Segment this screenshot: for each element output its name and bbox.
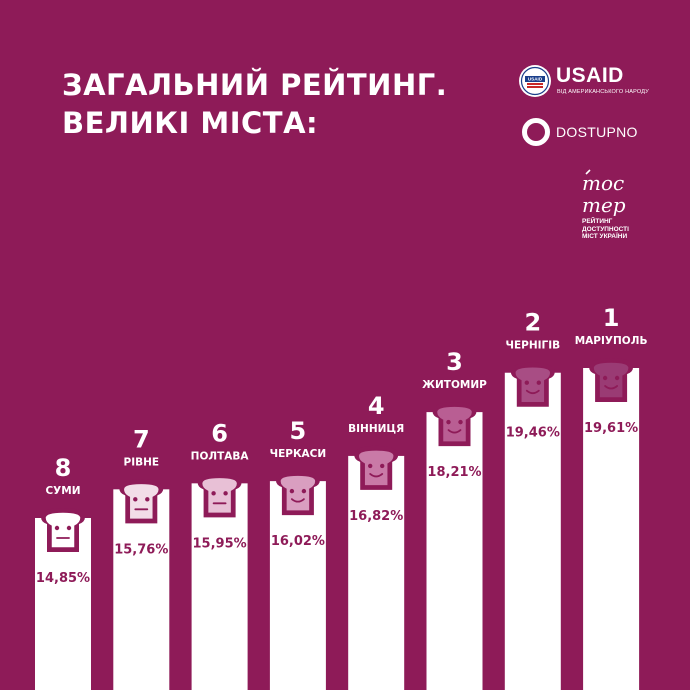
rank-label: 1 [603,304,620,332]
bar [504,372,561,690]
bar-group-8: 14,85% СУМИ 8 [35,454,91,690]
face-fill [200,476,239,515]
bar-group-6: 15,95% ПОЛТАВА 6 [191,419,250,690]
smiling-face-icon [510,362,555,407]
value-label: 19,46% [506,426,560,441]
toster-mark-icon: тос тер [582,169,626,217]
value-label: 15,95% [193,536,247,551]
usaid-tagline: ВІД АМЕРИКАНСЬКОГО НАРОДУ [557,89,649,95]
usaid-logo: USAID USAID ВІД АМЕРИКАНСЬКОГО НАРОДУ [518,64,658,100]
city-label: ВІННИЦЯ [348,423,404,435]
face-fill [435,405,474,443]
face-fill [44,511,82,549]
toster-mark-line2: тер [582,193,626,217]
city-label: ЧЕРКАСИ [270,448,327,460]
face-eye-right [614,375,620,381]
face-mouth [369,473,384,478]
bar-group-1: 19,61% МАРІУПОЛЬ 1 [575,304,648,690]
face-mouth [525,389,540,395]
title-line-2: ВЕЛИКІ МІСТА: [62,106,319,140]
bar [191,483,248,690]
bar-group-5: 16,02% ЧЕРКАСИ 5 [269,417,327,690]
face-eye-left [289,488,295,494]
face-eye-left [133,497,138,502]
toster-mark-line1: тос [582,171,624,195]
usaid-name: USAID [556,64,624,87]
city-label: ЖИТОМИР [422,379,487,391]
bar-group-7: 15,76% РІВНЕ 7 [113,425,170,690]
face-eye-left [446,419,451,425]
value-label: 16,02% [271,534,325,549]
bar [348,455,405,690]
city-label: ЧЕРНІГІВ [505,340,560,352]
toster-sub-line-2: ДОСТУПНОСТІ [582,225,629,233]
rank-label: 3 [446,348,463,376]
city-label: МАРІУПОЛЬ [575,335,648,347]
face-eye-right [301,488,307,494]
value-label: 18,21% [427,465,481,480]
face-eye-right [66,525,72,531]
bar-group-2: 19,46% ЧЕРНІГІВ 2 [504,309,561,690]
smiling-face-icon [589,358,634,402]
face-eye-right [536,380,541,385]
face-fill [592,361,630,399]
rank-label: 7 [133,425,150,453]
value-label: 16,82% [349,509,403,524]
bar [426,412,483,690]
toster-subtitle: РЕЙТИНГ ДОСТУПНОСТІ МІСТ УКРАЇНИ [582,218,662,241]
dostupno-name: DOSTUPNO [556,124,638,140]
value-label: 15,76% [114,542,168,557]
usaid-seal-text: USAID [528,77,543,82]
face-fill [279,474,317,512]
rank-label: 4 [368,392,385,420]
smiling-face-icon [275,471,320,516]
face-eye-left [368,463,373,469]
bar [269,481,326,690]
face-eye-right [145,497,150,502]
face-eye-left [54,525,60,531]
neutral-face-icon [119,479,164,524]
face-fill [514,365,552,404]
toster-sub-line-1: РЕЙТИНГ [582,218,613,225]
smiling-face-icon [354,445,399,490]
usaid-seal-icon: USAID [519,65,551,97]
face-fill [357,449,395,487]
value-label: 14,85% [36,571,90,586]
rank-label: 5 [290,417,307,445]
bar-group-4: 16,82% ВІННИЦЯ 4 [348,392,404,690]
smiling-face-icon [432,402,477,447]
neutral-face-icon [41,508,85,552]
city-label: РІВНЕ [124,456,160,468]
rank-label: 8 [55,454,72,482]
face-mouth [447,429,462,434]
face-eye-right [380,463,385,469]
face-fill [122,482,161,521]
dostupno-ring-icon [522,118,550,146]
city-label: СУМИ [45,485,80,497]
rank-label: 2 [524,309,541,337]
face-eye-right [223,491,228,496]
value-label: 19,61% [584,421,638,436]
face-eye-right [458,419,463,425]
bar-group-3: 18,21% ЖИТОМИР 3 [422,348,487,690]
city-label: ПОЛТАВА [191,450,250,462]
face-eye-left [602,375,608,381]
face-mouth [291,498,305,503]
face-eye-left [211,491,216,496]
rank-label: 6 [211,419,228,447]
toster-sub-line-3: МІСТ УКРАЇНИ [582,233,628,240]
toster-logo: тос тер РЕЙТИНГ ДОСТУПНОСТІ МІСТ УКРАЇНИ [578,168,658,248]
face-eye-left [524,380,529,385]
face-mouth [604,385,618,390]
dostupno-logo: DOSTUPNO [522,118,652,148]
neutral-face-icon [197,473,242,518]
bar [583,368,640,690]
page-title: ЗАГАЛЬНИЙ РЕЙТИНГ. ВЕЛИКІ МІСТА: [62,66,447,142]
title-line-1: ЗАГАЛЬНИЙ РЕЙТИНГ. [62,68,448,102]
